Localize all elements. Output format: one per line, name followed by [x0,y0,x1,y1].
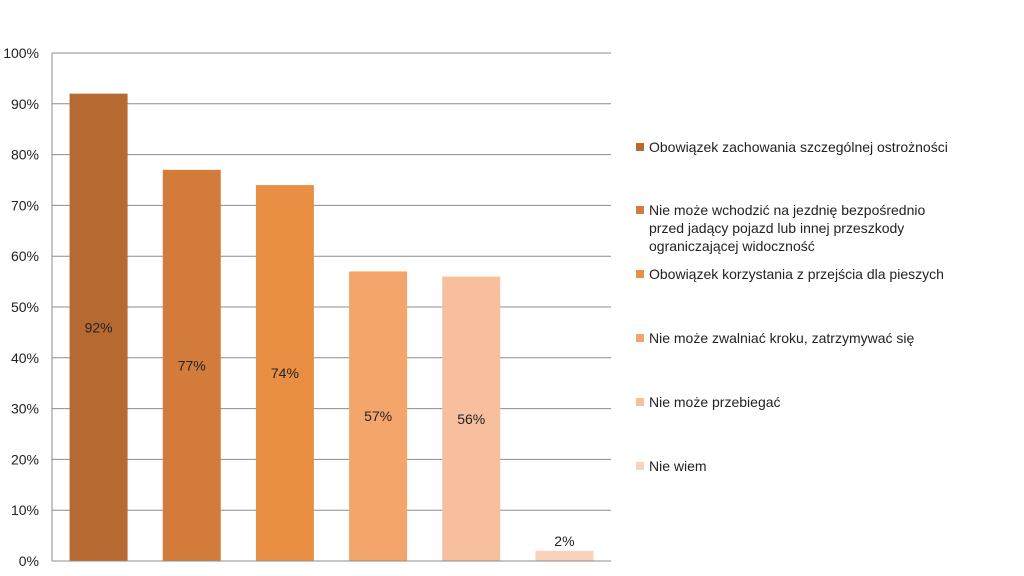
legend: Obowiązek zachowania szczególnej ostrożn… [636,0,1016,576]
data-label-4: 57% [364,408,392,424]
y-tick-label: 90% [11,96,39,112]
legend-label-6: Nie wiem [649,458,707,474]
y-tick-label: 30% [11,401,39,417]
legend-label-3: Obowiązek korzystania z przejścia dla pi… [649,266,944,282]
legend-swatch-3 [636,270,644,278]
bar-1 [69,93,128,561]
legend-swatch-4 [636,334,644,342]
data-label-2: 77% [178,357,206,373]
bar-3 [255,185,314,561]
y-tick-label: 80% [11,147,39,163]
y-tick-label: 60% [11,248,39,264]
legend-swatch-1 [636,143,644,151]
y-tick-label: 0% [19,553,39,569]
legend-item-5: Nie może przebiegać [636,393,1016,411]
legend-item-1: Obowiązek zachowania szczególnej ostrożn… [636,138,1016,156]
y-axis-tick-labels: 0% 10% 20% 30% 40% 50% 60% 70% 80% 90% 100% [3,45,39,569]
legend-label-4: Nie może zwalniać kroku, zatrzymywać się [649,330,915,346]
bar-5 [442,276,501,561]
legend-swatch-5 [636,398,644,406]
legend-label-5: Nie może przebiegać [649,394,781,410]
y-tick-label: 20% [11,451,39,467]
data-label-6: 2% [554,533,574,549]
legend-swatch-2 [636,206,644,214]
legend-label-2: Nie może wchodzić na jezdnię bezpośredni… [649,202,926,254]
data-label-1: 92% [85,319,113,335]
legend-item-6: Nie wiem [636,457,1016,475]
legend-item-3: Obowiązek korzystania z przejścia dla pi… [636,265,1016,283]
bars [69,93,594,561]
y-tick-label: 70% [11,197,39,213]
data-label-5: 56% [457,411,485,427]
legend-swatch-6 [636,462,644,470]
y-tick-label: 50% [11,299,39,315]
y-tick-label: 40% [11,350,39,366]
data-label-3: 74% [271,365,299,381]
bar-2 [162,169,221,561]
legend-item-2: Nie może wchodzić na jezdnię bezpośredni… [636,201,1016,255]
bar-4 [349,271,408,561]
legend-label-1: Obowiązek zachowania szczególnej ostrożn… [649,139,948,155]
y-tick-label: 100% [3,45,39,61]
bar-6 [535,550,594,561]
gridlines [51,52,611,562]
data-labels: 92% 77% 74% 57% 56% 2% [85,319,575,549]
y-tick-label: 10% [11,502,39,518]
legend-item-4: Nie może zwalniać kroku, zatrzymywać się [636,329,1016,347]
